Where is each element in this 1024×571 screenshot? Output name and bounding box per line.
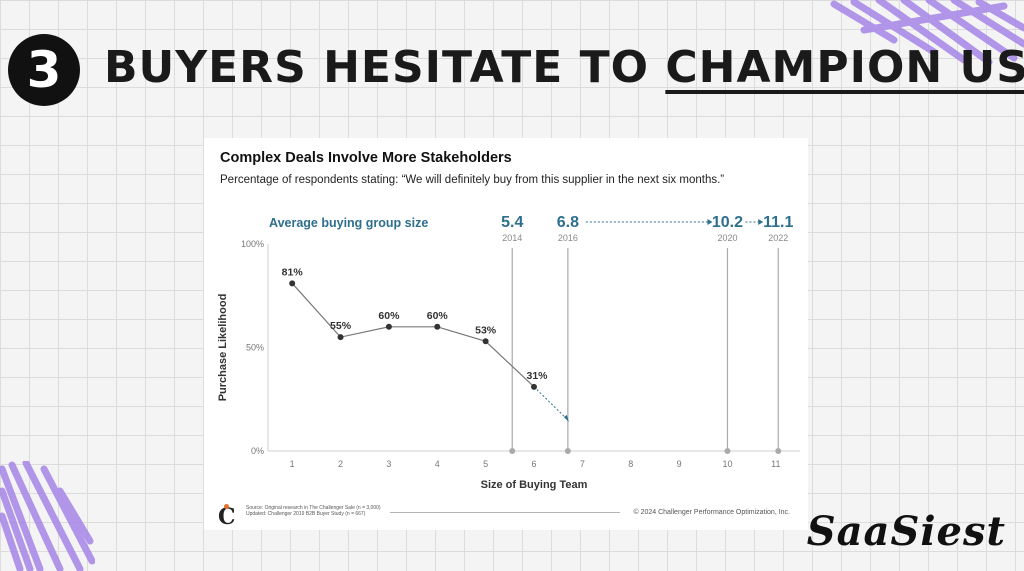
x-tick-label: 6: [531, 459, 536, 469]
source-line-1: Source: Original research in The Challen…: [246, 505, 381, 511]
group-size-year: 2016: [558, 233, 578, 243]
y-tick-label: 50%: [246, 343, 264, 353]
growth-arrow-head: [707, 219, 713, 225]
data-label: 60%: [378, 310, 400, 322]
y-axis-title: Purchase Likelihood: [217, 294, 229, 402]
data-point: [337, 334, 344, 341]
x-tick-label: 8: [628, 459, 633, 469]
headline-underlined-text: CHAMPION US: [665, 42, 1024, 93]
x-axis-title: Size of Buying Team: [481, 479, 588, 491]
scribble-top-right: [830, 0, 1024, 66]
data-point: [289, 280, 296, 287]
x-tick-label: 1: [290, 459, 295, 469]
buying-group-label: Average buying group size: [269, 216, 428, 230]
data-label: 60%: [427, 310, 449, 322]
x-tick-label: 10: [722, 459, 732, 469]
group-size-base-dot: [564, 448, 571, 454]
footer-divider: [390, 512, 620, 513]
group-size-value: 5.4: [501, 214, 523, 231]
group-size-base-dot: [724, 448, 731, 454]
data-point: [482, 338, 489, 345]
x-tick-label: 5: [483, 459, 488, 469]
slide-header: 3 BUYERS HESITATE TO CHAMPION US: [8, 28, 1024, 108]
data-label: 81%: [282, 266, 304, 278]
data-label: 55%: [330, 320, 352, 332]
slide-headline: BUYERS HESITATE TO CHAMPION US: [104, 42, 1024, 93]
scribble-bottom-left: [0, 461, 95, 571]
data-point: [434, 323, 441, 330]
chart-subtitle: Percentage of respondents stating: “We w…: [220, 174, 725, 186]
headline-text: BUYERS HESITATE TO: [104, 42, 666, 93]
group-size-year: 2014: [502, 233, 522, 243]
projection-arrow-head: [563, 414, 569, 422]
data-point: [385, 323, 392, 330]
group-size-value: 6.8: [557, 214, 579, 231]
section-number-badge: 3: [8, 34, 80, 106]
data-label: 53%: [475, 324, 497, 336]
projection-line: [533, 386, 569, 421]
copyright-note: © 2024 Challenger Performance Optimizati…: [633, 509, 790, 516]
y-tick-label: 0%: [251, 446, 264, 456]
series-line: [291, 282, 535, 388]
group-size-value: 10.2: [712, 214, 743, 231]
y-tick-label: 100%: [241, 239, 264, 249]
challenger-logo: C: [218, 504, 236, 530]
x-tick-label: 9: [677, 459, 682, 469]
x-tick-label: 2: [338, 459, 343, 469]
x-tick-label: 4: [435, 459, 440, 469]
x-tick-label: 3: [386, 459, 391, 469]
chart-card: Complex Deals Involve More Stakeholders …: [204, 138, 808, 530]
line-chart: 0% 50% 100% 1 2 3 4 5 6 7 8 9 10 11 Size of Buying Tea…: [217, 214, 800, 491]
source-line-2: Updated: Challenger 2019 B2B Buyer Study…: [246, 511, 366, 517]
chart-title: Complex Deals Involve More Stakeholders: [220, 150, 512, 166]
group-size-year: 2022: [768, 233, 788, 243]
growth-arrow-head: [758, 219, 764, 225]
brand-logo: SaaSiest: [806, 508, 1006, 555]
x-tick-label: 7: [580, 459, 585, 469]
data-label: 31%: [526, 370, 548, 382]
data-point: [531, 383, 537, 390]
group-size-base-dot: [509, 448, 516, 454]
x-tick-label: 11: [771, 459, 780, 469]
group-size-value: 11.1: [763, 214, 793, 231]
source-note: Source: Original research in The Challen…: [246, 505, 381, 517]
group-size-base-dot: [775, 448, 782, 454]
group-size-year: 2020: [717, 233, 737, 243]
